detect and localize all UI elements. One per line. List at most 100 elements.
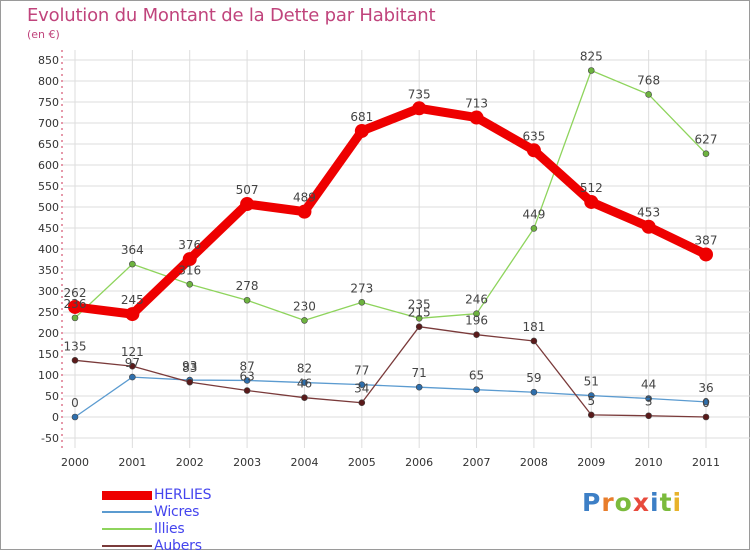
data-point-illies [71, 314, 79, 322]
data-point-aubers [473, 331, 480, 338]
logo-letter: o [614, 488, 633, 517]
data-label-illies: 627 [695, 133, 718, 147]
y-tick-label: 450 [38, 222, 59, 235]
data-point-illies [702, 150, 710, 157]
data-label-aubers: 34 [354, 382, 369, 396]
data-point-aubers [243, 387, 251, 394]
data-label-wicres: 36 [698, 381, 713, 395]
series-line-wicres [74, 376, 707, 418]
y-tick-label: 0 [52, 411, 59, 424]
logo-letter: i [650, 488, 660, 517]
legend-item-wicres: Wicres [102, 504, 302, 521]
data-label-aubers: 181 [522, 320, 545, 334]
data-point-wicres [71, 413, 79, 421]
data-point-wicres [129, 373, 136, 381]
legend-label: Wicres [154, 504, 200, 520]
data-label-illies: 316 [178, 263, 201, 277]
data-point-herlies [297, 204, 312, 219]
data-label-aubers: 121 [121, 345, 144, 359]
data-point-herlies [240, 197, 255, 212]
data-point-herlies [641, 219, 656, 234]
data-label-illies: 230 [293, 299, 316, 313]
y-tick-label: 200 [38, 327, 59, 340]
data-label-herlies: 635 [522, 129, 545, 143]
data-point-illies [301, 317, 308, 324]
chart-legend: HERLIES Wicres Illies Aubers [102, 487, 302, 550]
y-tick-label: 100 [38, 369, 59, 382]
data-point-aubers [587, 411, 595, 419]
legend-label: HERLIES [154, 487, 212, 503]
logo-letter: r [601, 488, 615, 517]
data-point-herlies [354, 123, 369, 138]
x-tick-label: 2005 [348, 456, 376, 469]
data-label-aubers: 83 [182, 361, 197, 375]
data-label-herlies: 713 [465, 97, 488, 111]
x-tick-label: 2001 [118, 456, 146, 469]
data-point-herlies [699, 247, 713, 262]
y-tick-label: 150 [38, 348, 59, 361]
data-label-herlies: 489 [293, 191, 316, 205]
x-tick-label: 2007 [463, 456, 491, 469]
data-point-wicres [473, 386, 480, 394]
data-label-illies: 825 [580, 50, 603, 64]
data-label-illies: 278 [236, 279, 259, 293]
data-point-illies [415, 314, 423, 322]
legend-label: Illies [154, 521, 185, 537]
proxiti-logo: Proxiti [582, 488, 682, 517]
x-tick-label: 2002 [176, 456, 204, 469]
series-line-herlies [70, 103, 711, 319]
y-tick-label: 850 [38, 54, 59, 67]
series-line-illies [74, 69, 707, 322]
data-point-aubers [186, 378, 194, 386]
data-point-herlies [412, 101, 427, 116]
data-label-wicres: 0 [71, 396, 79, 410]
data-label-aubers: 196 [465, 314, 488, 328]
y-tick-label: -50 [41, 432, 59, 445]
data-point-illies [186, 280, 194, 288]
data-point-wicres [301, 379, 308, 386]
data-label-wicres: 97 [125, 356, 140, 370]
legend-swatch [102, 528, 152, 530]
y-tick-label: 700 [38, 117, 59, 130]
data-label-aubers: 5 [587, 394, 595, 408]
data-point-wicres [358, 381, 366, 388]
data-point-illies [243, 296, 251, 304]
x-tick-label: 2009 [577, 456, 605, 469]
data-point-illies [129, 260, 136, 268]
y-tick-label: 350 [38, 264, 59, 277]
x-tick-label: 2000 [61, 456, 89, 469]
data-label-illies: 449 [522, 207, 545, 221]
legend-swatch [102, 490, 152, 500]
data-label-aubers: 3 [645, 395, 653, 409]
data-label-wicres: 59 [526, 371, 541, 385]
data-point-wicres [645, 395, 652, 402]
data-label-wicres: 82 [297, 362, 312, 376]
y-tick-label: 400 [38, 243, 59, 256]
data-label-wicres: 71 [412, 366, 427, 380]
data-label-wicres: 87 [239, 359, 254, 373]
legend-item-illies: Illies [102, 521, 302, 538]
data-label-wicres: 65 [469, 369, 484, 383]
legend-swatch [102, 545, 152, 547]
data-label-herlies: 735 [408, 87, 431, 101]
data-label-herlies: 262 [64, 286, 87, 300]
logo-letter: x [632, 488, 650, 517]
data-point-illies [645, 91, 652, 98]
y-tick-label: 800 [38, 75, 59, 88]
data-label-wicres: 93 [182, 359, 197, 373]
y-tick-label: 600 [38, 159, 59, 172]
x-tick-label: 2004 [290, 456, 318, 469]
logo-letter: i [672, 488, 683, 517]
series-line-aubers [74, 326, 707, 418]
data-point-herlies [526, 143, 541, 158]
data-label-aubers: 0 [702, 396, 710, 410]
logo-letter: P [582, 488, 602, 517]
data-label-herlies: 453 [637, 206, 660, 220]
data-label-aubers: 215 [408, 306, 431, 320]
data-point-aubers [358, 399, 366, 407]
y-tick-label: 550 [38, 180, 59, 193]
y-tick-label: 500 [38, 201, 59, 214]
data-point-herlies [584, 194, 599, 209]
